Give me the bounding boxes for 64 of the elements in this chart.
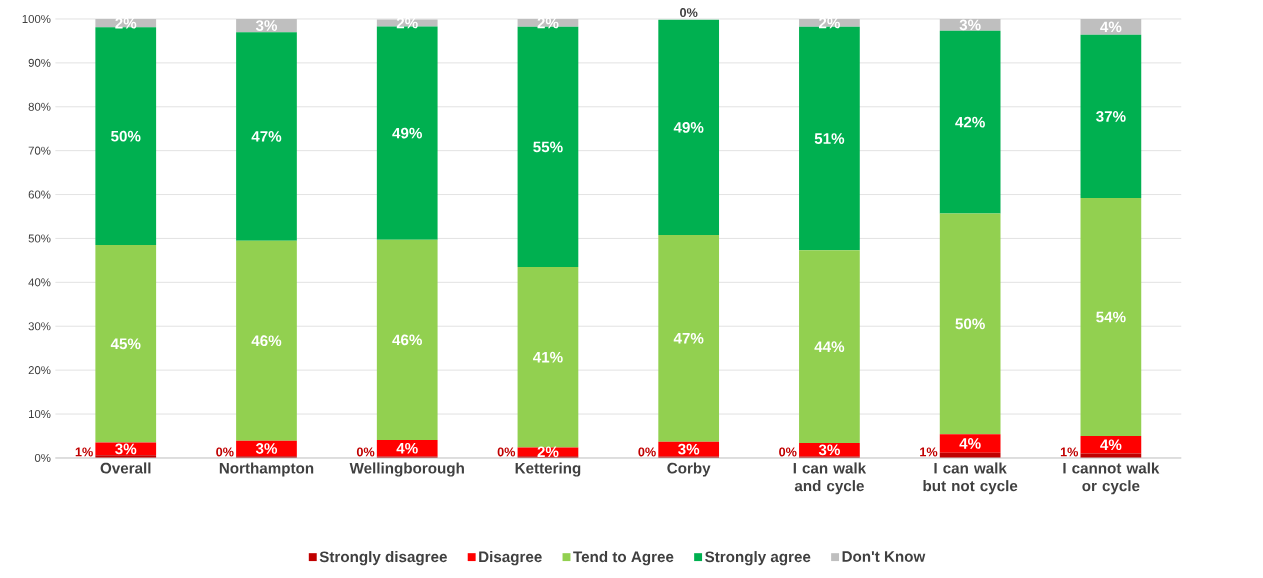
data-label: 49% [392, 127, 422, 139]
data-label: 2% [396, 17, 418, 29]
data-label: 45% [110, 338, 141, 350]
data-label: 50% [111, 130, 141, 142]
y-tick-label: 60% [28, 190, 51, 199]
data-label: 0% [638, 447, 656, 457]
data-label: 37% [1096, 110, 1126, 122]
data-label: 0% [680, 8, 698, 18]
x-tick-label: I can walk but not cycle [923, 462, 1018, 495]
data-label: 2% [537, 17, 559, 29]
data-label: 1% [1060, 447, 1079, 457]
data-label: 3% [959, 19, 981, 31]
legend-label: Disagree [479, 551, 542, 566]
data-label: 41% [532, 351, 563, 363]
legend-label: Tend to Agree [573, 551, 674, 566]
x-tick-label: Wellingborough [349, 462, 464, 477]
data-label: 47% [251, 131, 282, 142]
data-label: 46% [251, 335, 282, 347]
x-tick-label: I cannot walk or cycle [1063, 462, 1160, 495]
y-tick-label: 10% [29, 409, 51, 419]
data-label: 0% [216, 447, 234, 457]
data-label: 4% [1100, 21, 1122, 33]
data-label: 42% [955, 116, 985, 128]
legend-label: Strongly agree [705, 551, 811, 566]
y-tick-label: 30% [28, 322, 51, 331]
y-tick-label: 50% [28, 234, 51, 243]
x-tick-label: Overall [100, 462, 151, 474]
data-label: 2% [537, 446, 559, 458]
data-label: 3% [255, 20, 278, 31]
data-label: 0% [497, 447, 516, 457]
data-label: 49% [673, 121, 704, 133]
y-tick-label: 40% [28, 278, 51, 287]
data-label: 2% [818, 17, 840, 29]
data-label: 4% [1100, 439, 1122, 451]
y-tick-label: 80% [28, 102, 51, 111]
x-tick-label: Kettering [515, 462, 581, 477]
data-label: 3% [255, 443, 278, 454]
data-label: 54% [1096, 311, 1126, 323]
data-label: 44% [814, 341, 845, 352]
data-label: 0% [356, 447, 375, 457]
data-label: 50% [955, 318, 985, 330]
legend-label: Strongly disagree [319, 551, 447, 566]
data-label: 4% [959, 438, 981, 449]
y-tick-label: 0% [34, 453, 51, 462]
data-label: 2% [115, 17, 137, 29]
data-label: 47% [673, 332, 704, 344]
data-label: 3% [818, 444, 840, 456]
x-tick-label: Corby [667, 462, 711, 477]
data-label: 4% [396, 442, 418, 454]
y-tick-label: 100% [22, 14, 51, 23]
legend-label: Don't Know [842, 551, 926, 562]
data-label: 0% [779, 447, 797, 457]
y-tick-label: 70% [28, 146, 51, 155]
data-label: 46% [392, 334, 422, 346]
data-label: 51% [814, 133, 845, 144]
data-label: 1% [75, 447, 93, 457]
y-tick-label: 20% [28, 366, 51, 375]
x-tick-label: Northampton [219, 462, 314, 477]
x-tick-label: I can walk and cycle [793, 462, 867, 495]
data-label: 3% [678, 443, 700, 455]
data-label: 1% [920, 447, 938, 457]
y-tick-label: 90% [28, 58, 51, 67]
data-label: 3% [115, 443, 137, 455]
data-label: 55% [533, 141, 563, 153]
